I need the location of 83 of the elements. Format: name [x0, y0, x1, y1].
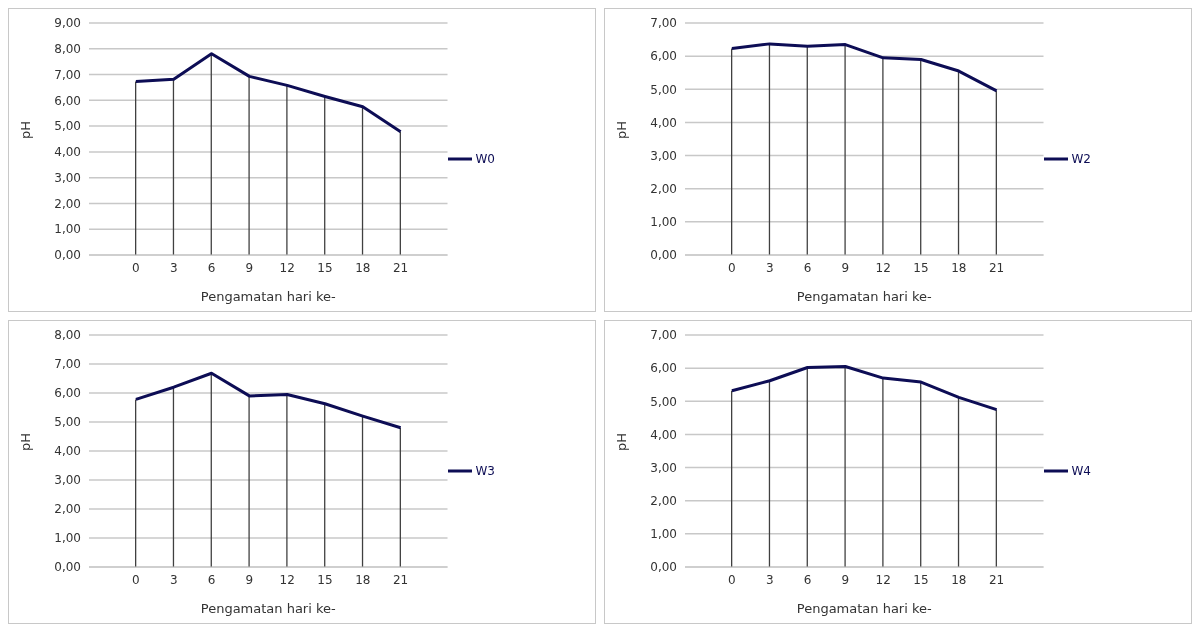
- y-tick-label: 5,00: [54, 415, 81, 430]
- y-tick-label: 7,00: [54, 67, 81, 82]
- x-tick-label: 3: [765, 260, 774, 275]
- y-axis-title: pH: [613, 432, 629, 451]
- x-tick-label: 18: [355, 260, 371, 275]
- x-axis-title: Pengamatan hari ke-: [796, 601, 933, 616]
- line-series: [730, 364, 999, 412]
- legend-label: W4: [1071, 463, 1091, 478]
- y-tick-label: 0,00: [650, 560, 677, 575]
- x-tick-label: 3: [169, 572, 178, 587]
- line-series: [134, 52, 403, 134]
- y-tick-label: 2,00: [650, 493, 677, 508]
- x-tick-label: 0: [728, 572, 736, 587]
- y-tick-label: 1,00: [54, 531, 81, 546]
- y-tick-label: 8,00: [54, 42, 81, 57]
- x-tick-label: 21: [988, 572, 1005, 587]
- y-tick-label: 7,00: [650, 328, 677, 343]
- x-axis-title: Pengamatan hari ke-: [200, 601, 337, 616]
- y-tick-label: 2,00: [54, 502, 81, 517]
- x-tick-label: 12: [279, 260, 295, 275]
- y-tick-label: 5,00: [650, 82, 677, 97]
- x-axis-title: Pengamatan hari ke-: [200, 289, 337, 304]
- y-tick-label: 0,00: [54, 560, 81, 575]
- x-tick-label: 18: [355, 572, 371, 587]
- line-series: [730, 42, 999, 93]
- x-tick-label: 21: [392, 572, 409, 587]
- x-tick-label: 6: [803, 572, 812, 587]
- y-tick-label: 0,00: [650, 248, 677, 263]
- x-tick-label: 6: [207, 260, 216, 275]
- y-tick-label: 0,00: [54, 248, 81, 263]
- y-tick-label: 7,00: [54, 357, 81, 372]
- y-tick-label: 4,00: [54, 145, 81, 160]
- x-tick-label: 9: [841, 572, 850, 587]
- y-tick-label: 5,00: [54, 119, 81, 134]
- x-tick-label: 12: [279, 572, 295, 587]
- y-tick-label: 6,00: [54, 386, 81, 401]
- x-tick-label: 3: [169, 260, 178, 275]
- y-tick-label: 1,00: [650, 215, 677, 230]
- x-tick-label: 15: [317, 260, 333, 275]
- x-tick-label: 15: [913, 572, 929, 587]
- x-tick-label: 0: [132, 572, 140, 587]
- y-tick-label: 2,00: [54, 196, 81, 211]
- legend-label: W2: [1071, 151, 1091, 166]
- y-tick-label: 4,00: [54, 444, 81, 459]
- x-tick-label: 6: [803, 260, 812, 275]
- x-tick-label: 18: [951, 260, 967, 275]
- y-axis-title: pH: [613, 120, 629, 139]
- x-tick-label: 6: [207, 572, 216, 587]
- y-tick-label: 6,00: [650, 49, 677, 64]
- x-tick-label: 15: [317, 572, 333, 587]
- y-axis-title: pH: [17, 120, 33, 139]
- y-tick-label: 5,00: [650, 394, 677, 409]
- x-tick-label: 3: [765, 572, 774, 587]
- x-axis-title: Pengamatan hari ke-: [796, 289, 933, 304]
- x-tick-label: 12: [875, 572, 891, 587]
- x-tick-label: 9: [245, 572, 254, 587]
- x-tick-label: 21: [988, 260, 1005, 275]
- y-tick-label: 3,00: [650, 460, 677, 475]
- y-tick-label: 3,00: [54, 170, 81, 185]
- legend-label: W3: [475, 463, 495, 478]
- y-tick-label: 1,00: [54, 222, 81, 237]
- y-tick-label: 9,00: [54, 16, 81, 31]
- x-tick-label: 0: [132, 260, 140, 275]
- y-tick-label: 3,00: [54, 473, 81, 488]
- y-tick-label: 4,00: [650, 427, 677, 442]
- line-series: [134, 371, 403, 430]
- x-tick-label: 9: [245, 260, 254, 275]
- y-tick-label: 3,00: [650, 148, 677, 163]
- x-tick-label: 9: [841, 260, 850, 275]
- x-tick-label: 21: [392, 260, 409, 275]
- y-axis-title: pH: [17, 432, 33, 451]
- y-tick-label: 7,00: [650, 16, 677, 31]
- x-tick-label: 18: [951, 572, 967, 587]
- y-tick-label: 6,00: [650, 361, 677, 376]
- x-tick-label: 15: [913, 260, 929, 275]
- x-tick-label: 0: [728, 260, 736, 275]
- y-tick-label: 2,00: [650, 181, 677, 196]
- legend-label: W0: [475, 151, 495, 166]
- y-tick-label: 1,00: [650, 527, 677, 542]
- y-tick-label: 6,00: [54, 93, 81, 108]
- x-tick-label: 12: [875, 260, 891, 275]
- y-tick-label: 4,00: [650, 115, 677, 130]
- y-tick-label: 8,00: [54, 328, 81, 343]
